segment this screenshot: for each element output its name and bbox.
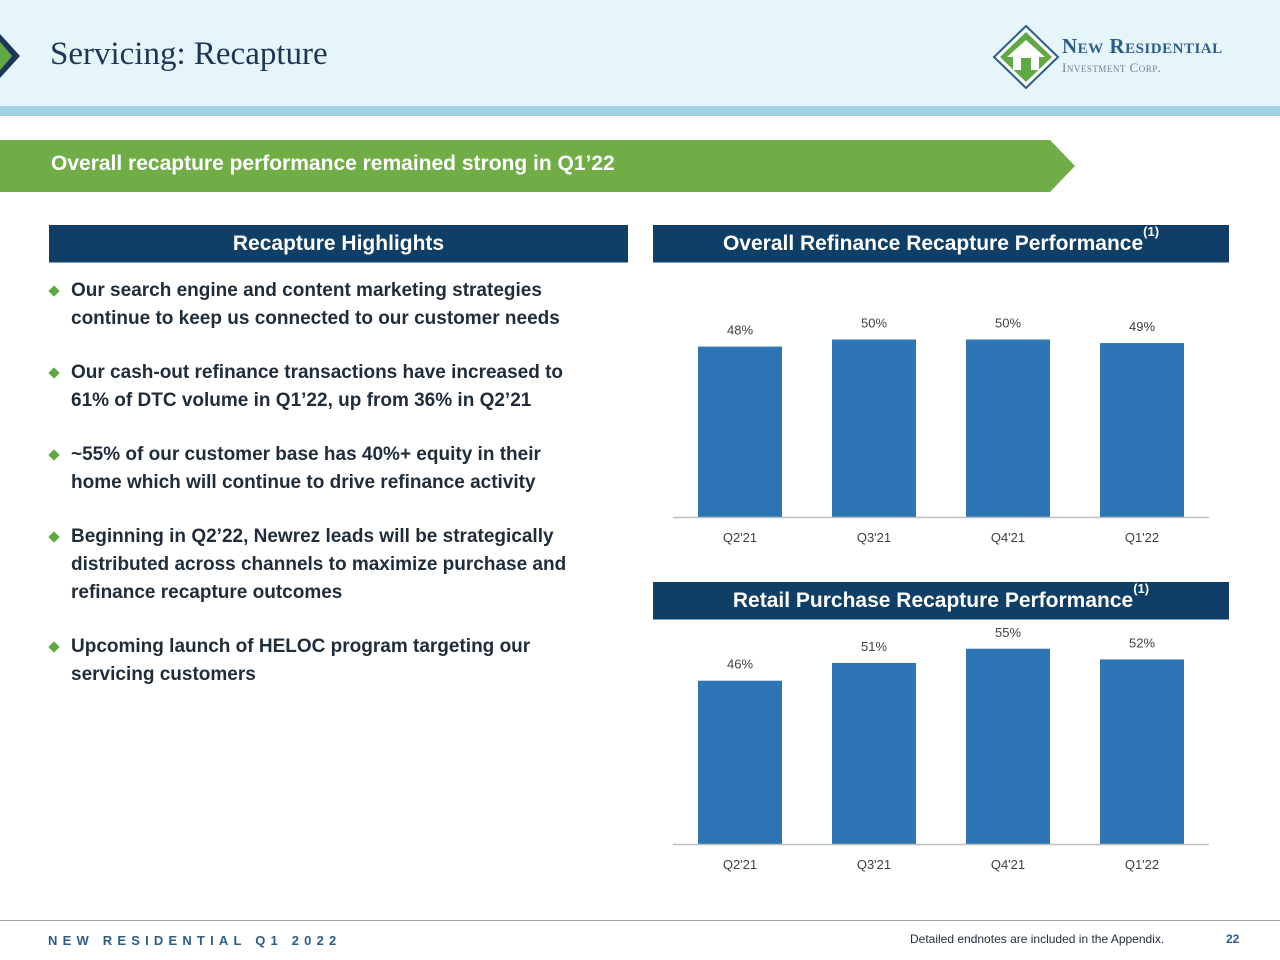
header-rule <box>0 106 1280 116</box>
data-label: 50% <box>861 316 887 331</box>
bullet-diamond-icon <box>48 367 60 379</box>
bar <box>966 648 1050 844</box>
page-number: 22 <box>1226 932 1240 946</box>
highlight-item: Beginning in Q2’22, Newrez leads will be… <box>48 523 608 607</box>
data-label: 55% <box>995 625 1021 640</box>
bar <box>1100 343 1184 517</box>
chevron-right-icon <box>0 34 20 78</box>
category-label: Q1'22 <box>1125 857 1159 872</box>
highlight-item: Upcoming launch of HELOC program targeti… <box>48 633 608 689</box>
category-label: Q4'21 <box>991 530 1025 545</box>
logo-subtitle: Investment Corp. <box>1062 60 1162 75</box>
bar <box>1100 659 1184 844</box>
footer-rule <box>0 920 1280 921</box>
banner-text: Overall recapture performance remained s… <box>51 152 615 175</box>
data-label: 48% <box>727 323 753 338</box>
refinance-chart-heading: Overall Refinance Recapture Performance(… <box>653 224 1229 263</box>
data-label: 51% <box>861 639 887 654</box>
footer-brand: NEW RESIDENTIAL Q1 2022 <box>48 933 342 948</box>
highlight-text: distributed across channels to maximize … <box>71 554 567 575</box>
logo-name: New Residential <box>1062 34 1223 58</box>
highlight-text: refinance recapture outcomes <box>71 582 343 603</box>
data-label: 46% <box>727 657 753 672</box>
refinance-chart-title: Overall Refinance Recapture Performance <box>722 232 1144 255</box>
category-label: Q3'21 <box>857 530 891 545</box>
bullet-diamond-icon <box>48 285 60 297</box>
banner-arrow <box>0 140 1075 192</box>
highlights-heading-text: Recapture Highlights <box>232 232 445 255</box>
highlights-list: Our search engine and content marketing … <box>48 277 608 715</box>
highlights-heading: Recapture Highlights <box>49 225 628 263</box>
bar <box>832 662 916 844</box>
bar <box>698 346 782 517</box>
category-label: Q3'21 <box>857 857 891 872</box>
highlight-item: Our cash-out refinance transactions have… <box>48 359 608 415</box>
highlight-text: continue to keep us connected to our cus… <box>71 308 560 329</box>
bar <box>832 339 916 517</box>
highlight-text: Beginning in Q2’22, Newrez leads will be… <box>71 526 554 547</box>
bar <box>698 680 782 844</box>
footer-note: Detailed endnotes are included in the Ap… <box>910 932 1165 946</box>
category-label: Q2'21 <box>723 857 757 872</box>
category-label: Q1'22 <box>1125 530 1159 545</box>
highlight-text: 61% of DTC volume in Q1’22, up from 36% … <box>71 390 532 411</box>
purchase-chart-heading: Retail Purchase Recapture Performance(1) <box>653 581 1229 620</box>
bullet-diamond-icon <box>48 449 60 461</box>
page-title: Servicing: Recapture <box>50 36 328 72</box>
highlight-item: Our search engine and content marketing … <box>48 277 608 333</box>
category-label: Q4'21 <box>991 857 1025 872</box>
data-label: 52% <box>1129 635 1155 650</box>
purchase-chart-title: Retail Purchase Recapture Performance <box>732 589 1134 612</box>
bullet-diamond-icon <box>48 531 60 543</box>
highlight-text: Upcoming launch of HELOC program targeti… <box>71 636 531 657</box>
bullet-diamond-icon <box>48 641 60 653</box>
refinance-recapture-chart: 48% Q2'21 50% Q3'21 50% Q4'21 49% Q1'22 <box>673 316 1209 545</box>
category-label: Q2'21 <box>723 530 757 545</box>
highlight-text: servicing customers <box>71 664 256 685</box>
highlight-text: ~55% of our customer base has 40%+ equit… <box>71 444 541 465</box>
footnote-marker: (1) <box>1133 581 1150 596</box>
house-diamond-icon <box>992 24 1060 90</box>
highlight-item: ~55% of our customer base has 40%+ equit… <box>48 441 608 497</box>
highlight-text: Our search engine and content marketing … <box>71 280 542 301</box>
data-label: 49% <box>1129 319 1155 334</box>
purchase-recapture-chart: 46% Q2'21 51% Q3'21 55% Q4'21 52% Q1'22 <box>673 625 1209 872</box>
bar <box>966 339 1050 517</box>
slide-header <box>0 0 1280 106</box>
highlight-text: Our cash-out refinance transactions have… <box>71 362 564 383</box>
footnote-marker: (1) <box>1143 224 1160 239</box>
data-label: 50% <box>995 316 1021 331</box>
highlight-text: home which will continue to drive refina… <box>71 472 536 493</box>
company-logo: New Residential Investment Corp. <box>990 24 1260 90</box>
